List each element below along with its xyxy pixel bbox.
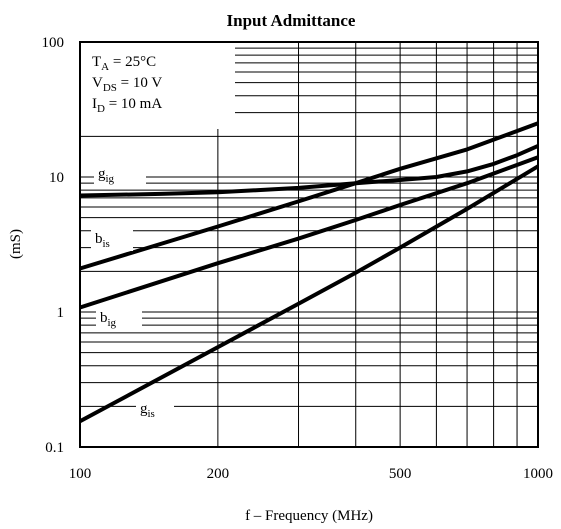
series-label-g-ig: gig	[98, 166, 115, 185]
series-label-g-is: gis	[140, 401, 155, 420]
y-axis-label: (mS)	[8, 229, 24, 259]
series-line-g-ig	[79, 144, 539, 198]
y-tick-label: 1	[57, 305, 65, 321]
series-lines	[79, 121, 540, 424]
x-tick-label: 100	[69, 466, 92, 482]
series-label-bg	[96, 306, 142, 330]
x-tick-label: 500	[389, 466, 412, 482]
tick-labels: 100 200 500 1000 100 10 1 0.1	[42, 35, 554, 482]
series-line-b-is	[79, 121, 539, 271]
grid	[80, 42, 538, 447]
plot-frame	[79, 41, 539, 448]
series-label-b-ig: big	[100, 310, 117, 329]
x-axis-label: f – Frequency (MHz)	[245, 508, 373, 524]
x-tick-label: 200	[207, 466, 230, 482]
y-tick-label: 10	[49, 170, 64, 186]
condition-text: TA = 25°C	[92, 54, 156, 73]
series-label-bg	[136, 397, 174, 421]
condition-text: VDS = 10 V	[92, 75, 162, 94]
series-line-b-ig	[79, 155, 539, 310]
y-tick-label: 100	[42, 35, 65, 51]
y-tick-label: 0.1	[45, 440, 64, 456]
series-line-g-is	[79, 164, 540, 424]
chart-title: Input Admittance	[227, 11, 356, 30]
series-label-b-is: bis	[95, 231, 110, 250]
conditions-box: TA = 25°C VDS = 10 V ID = 10 mA	[81, 43, 235, 129]
condition-text: ID = 10 mA	[92, 96, 162, 115]
series-label-bg	[91, 227, 133, 251]
conditions-box-bg	[81, 43, 235, 129]
series-label-bg	[94, 162, 146, 186]
series-labels: gig bis big gis	[91, 162, 174, 421]
x-tick-label: 1000	[523, 466, 553, 482]
